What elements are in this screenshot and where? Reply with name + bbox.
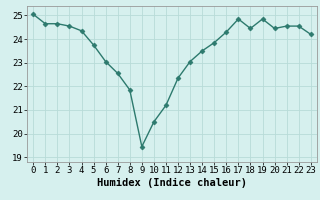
X-axis label: Humidex (Indice chaleur): Humidex (Indice chaleur) xyxy=(97,178,247,188)
